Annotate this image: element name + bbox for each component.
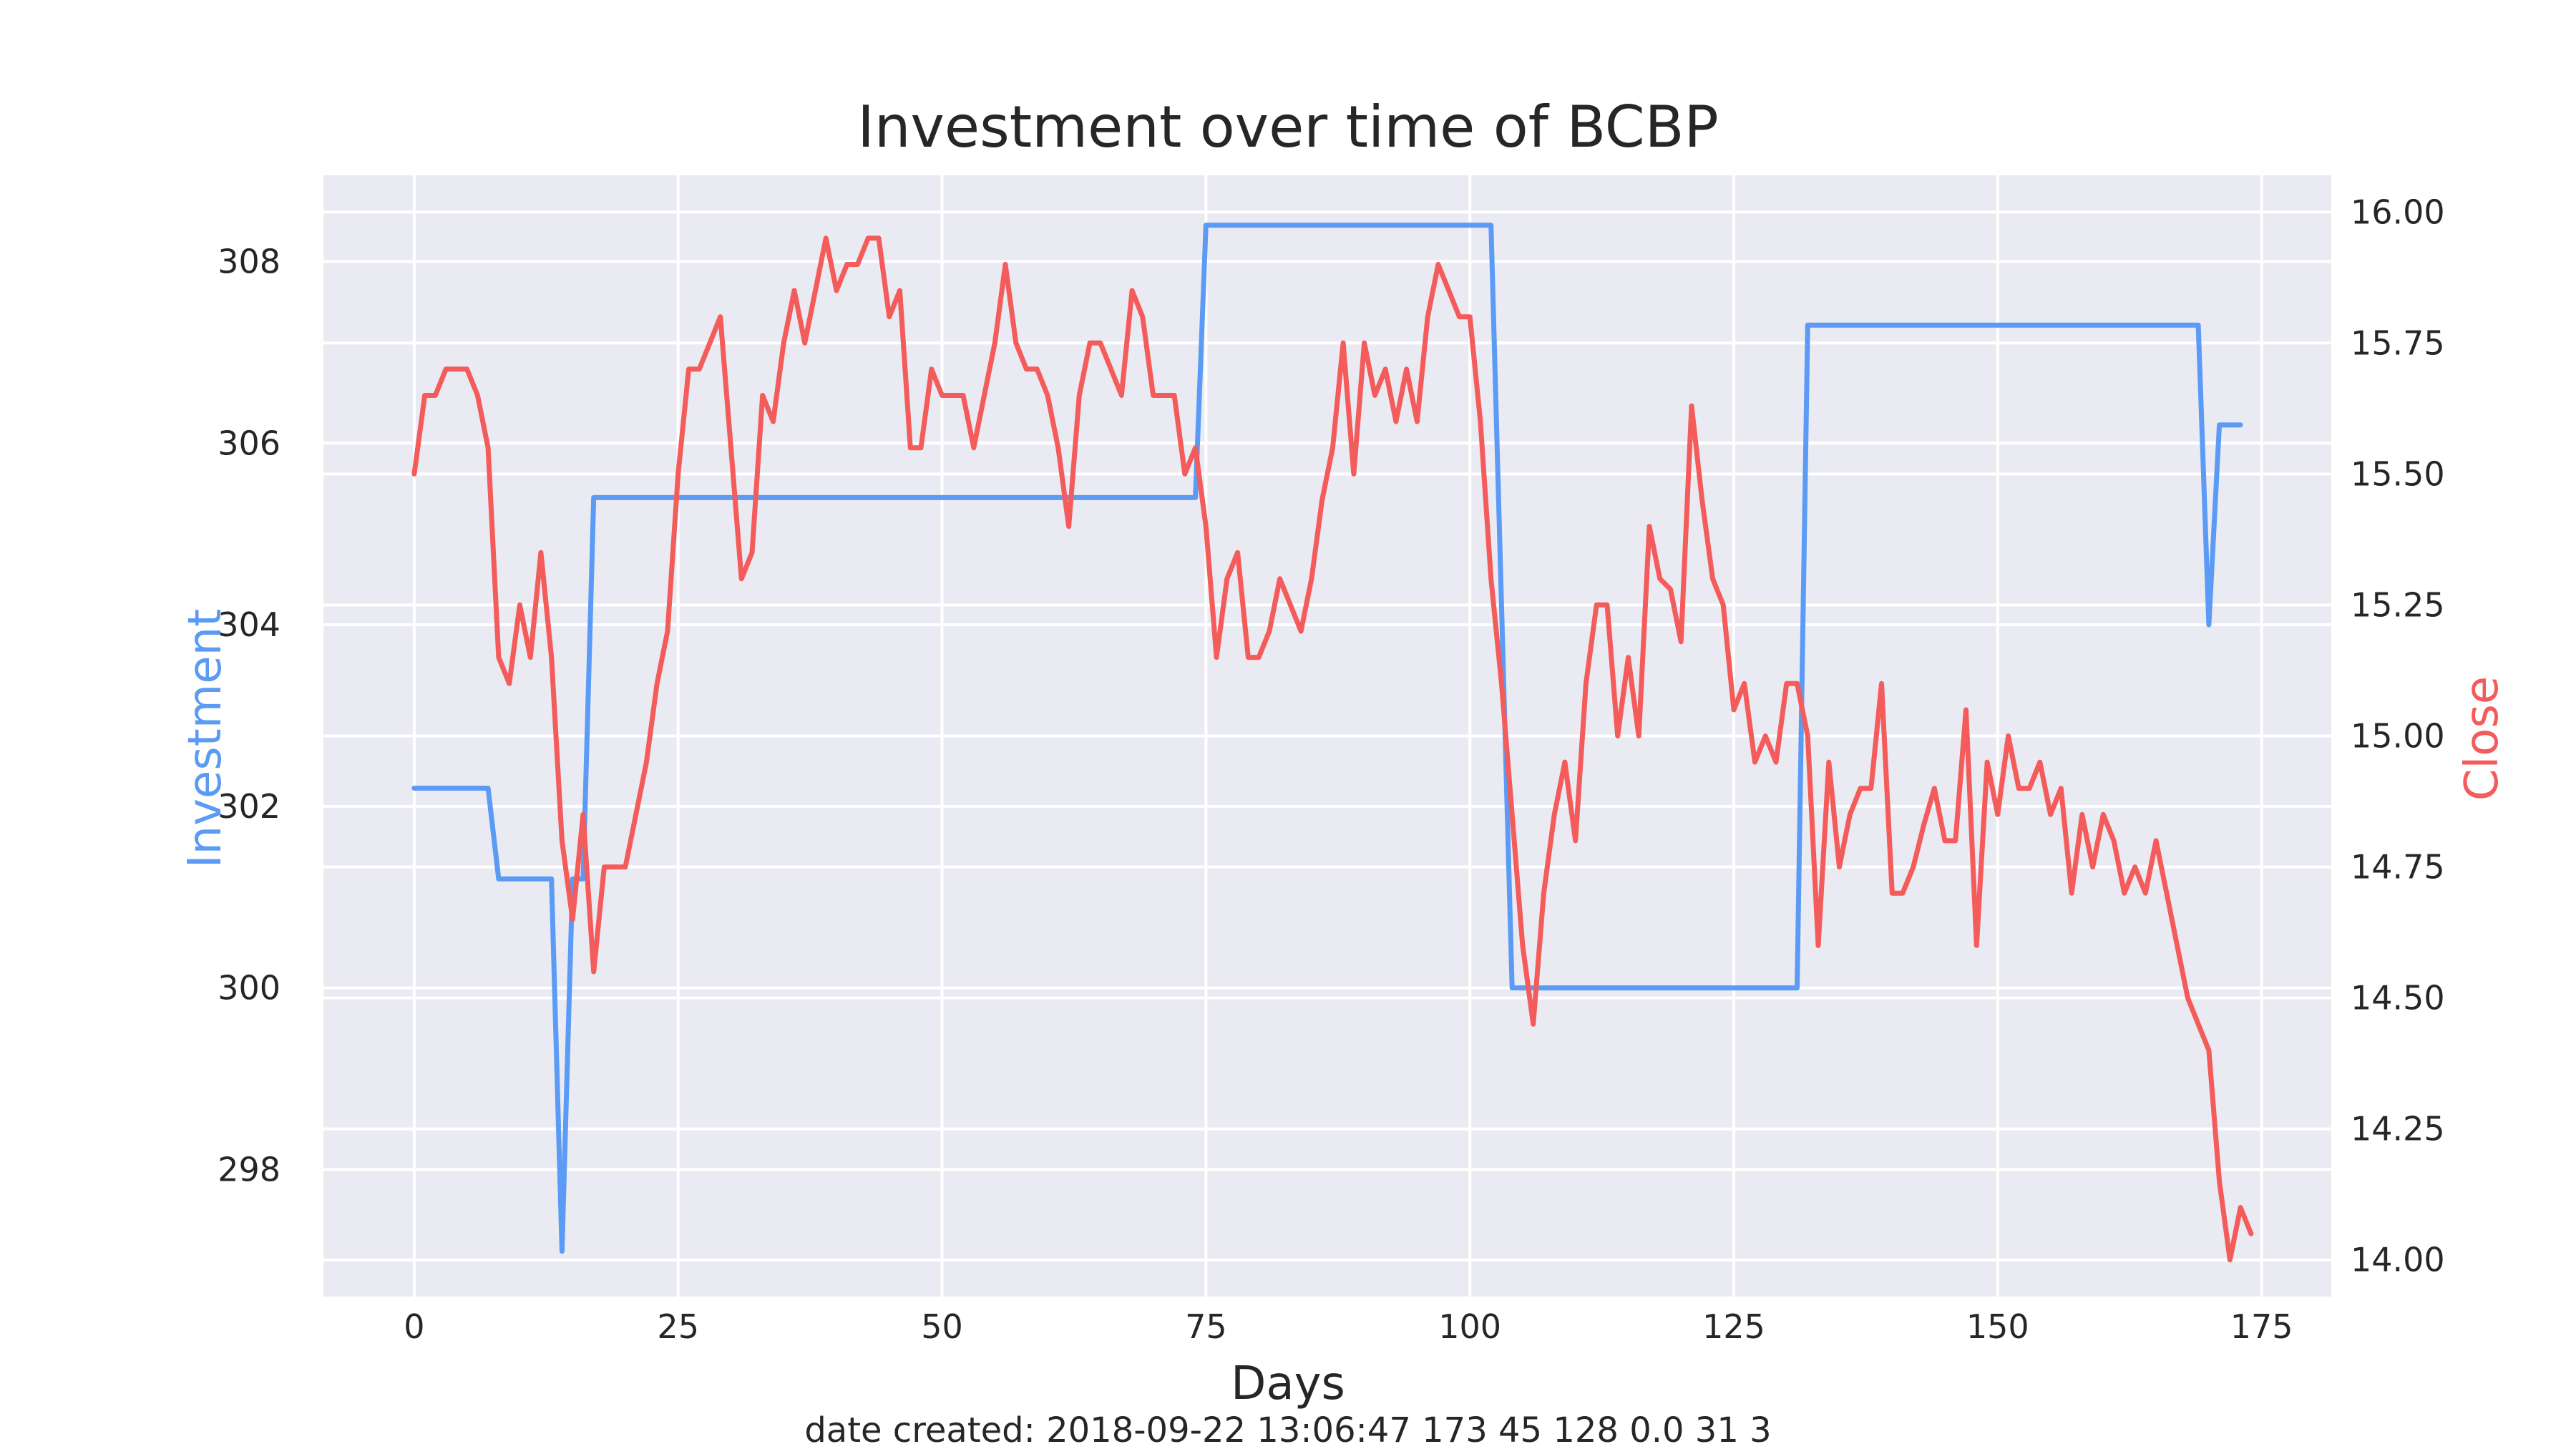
x-tick-label: 50 [921, 1307, 963, 1346]
x-tick-label: 125 [1702, 1307, 1765, 1346]
date-created-caption: date created: 2018-09-22 13:06:47 173 45… [804, 1410, 1771, 1449]
left-y-tick-label: 304 [218, 605, 280, 644]
x-tick-label: 150 [1966, 1307, 2029, 1346]
left-y-tick-label: 306 [218, 424, 280, 462]
right-y-tick-label: 15.00 [2351, 717, 2445, 756]
right-y-tick-label: 16.00 [2351, 192, 2445, 231]
left-y-tick-label: 302 [218, 787, 280, 826]
right-y-axis-label: Close [2456, 676, 2509, 801]
x-tick-label: 175 [2230, 1307, 2293, 1346]
right-y-tick-label: 15.75 [2351, 323, 2445, 362]
right-y-tick-label: 14.75 [2351, 848, 2445, 887]
left-y-tick-label: 298 [218, 1150, 280, 1189]
left-y-tick-label: 308 [218, 243, 280, 281]
x-tick-label: 100 [1438, 1307, 1501, 1346]
grid-lines [323, 175, 2331, 1297]
right-y-tick-label: 14.25 [2351, 1110, 2445, 1148]
left-y-axis-label: Investment [179, 609, 232, 869]
x-tick-label: 75 [1185, 1307, 1227, 1346]
investment-line [411, 223, 2243, 1254]
chart-title: Investment over time of BCBP [857, 94, 1719, 160]
right-y-tick-label: 15.25 [2351, 585, 2445, 624]
x-axis-label: Days [1231, 1357, 1345, 1410]
tick-labels: 0 25 50 75 100 125 150 175 298 300 302 304 306 308 14.… [218, 192, 2445, 1346]
x-tick-label: 25 [657, 1307, 699, 1346]
right-y-tick-label: 14.00 [2351, 1241, 2445, 1279]
right-y-tick-label: 14.50 [2351, 979, 2445, 1018]
left-y-tick-label: 300 [218, 969, 280, 1008]
x-tick-label: 0 [404, 1307, 424, 1346]
series-lines [411, 223, 2254, 1263]
close-line [411, 235, 2254, 1263]
right-y-tick-label: 15.50 [2351, 454, 2445, 493]
